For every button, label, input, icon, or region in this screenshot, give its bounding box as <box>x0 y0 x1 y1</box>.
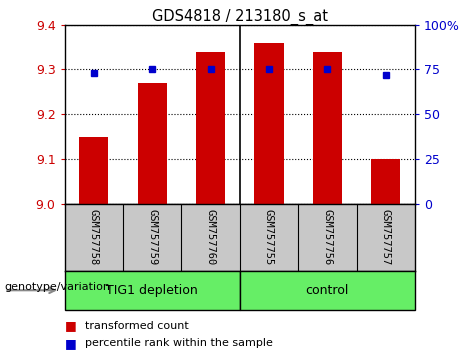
Text: TIG1 depletion: TIG1 depletion <box>106 284 198 297</box>
Text: percentile rank within the sample: percentile rank within the sample <box>85 338 273 348</box>
Text: GSM757758: GSM757758 <box>89 209 99 265</box>
Bar <box>196 52 225 204</box>
Title: GDS4818 / 213180_s_at: GDS4818 / 213180_s_at <box>152 8 328 25</box>
Bar <box>65 271 240 310</box>
Text: control: control <box>306 284 349 297</box>
Bar <box>79 137 108 204</box>
Bar <box>254 43 284 204</box>
Text: genotype/variation: genotype/variation <box>5 282 111 292</box>
Bar <box>137 83 167 204</box>
Text: GSM757755: GSM757755 <box>264 209 274 265</box>
Text: ■: ■ <box>65 337 76 350</box>
Text: ■: ■ <box>65 319 76 332</box>
Text: GSM757756: GSM757756 <box>322 209 332 265</box>
Bar <box>371 159 400 204</box>
Text: GSM757759: GSM757759 <box>147 209 157 265</box>
Text: transformed count: transformed count <box>85 321 189 331</box>
Bar <box>313 52 342 204</box>
Text: GSM757757: GSM757757 <box>381 209 391 265</box>
Text: GSM757760: GSM757760 <box>206 209 216 265</box>
Bar <box>240 271 415 310</box>
